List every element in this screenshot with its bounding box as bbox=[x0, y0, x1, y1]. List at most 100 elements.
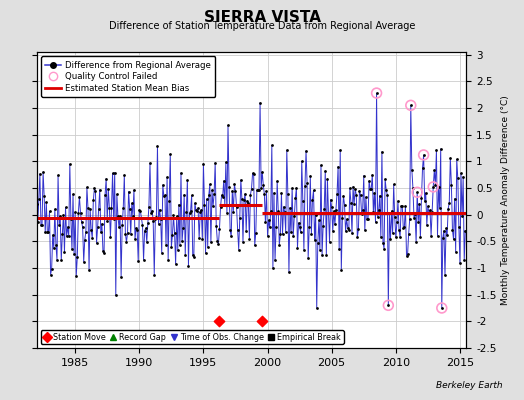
Point bbox=[297, 229, 305, 236]
Point bbox=[61, 204, 70, 210]
Point bbox=[111, 169, 119, 176]
Point bbox=[58, 231, 67, 238]
Point bbox=[250, 242, 259, 249]
Point bbox=[357, 210, 366, 217]
Point bbox=[182, 208, 191, 215]
Point bbox=[253, 187, 261, 193]
Point bbox=[221, 202, 229, 208]
Point bbox=[249, 171, 258, 177]
Point bbox=[68, 246, 76, 253]
Point bbox=[55, 222, 63, 228]
Point bbox=[77, 210, 85, 216]
Point bbox=[424, 203, 432, 210]
Point bbox=[310, 237, 319, 244]
Point bbox=[356, 192, 365, 198]
Point bbox=[213, 237, 222, 244]
Point bbox=[149, 217, 157, 224]
Point bbox=[448, 227, 456, 233]
Point bbox=[88, 235, 96, 242]
Point bbox=[324, 210, 333, 216]
Point bbox=[54, 172, 62, 179]
Point bbox=[160, 193, 168, 200]
Point bbox=[107, 204, 116, 211]
Point bbox=[89, 197, 97, 204]
Point bbox=[423, 222, 431, 228]
Point bbox=[134, 258, 143, 264]
Point bbox=[452, 248, 460, 255]
Point bbox=[120, 172, 128, 178]
Point bbox=[43, 229, 51, 235]
Point bbox=[440, 228, 448, 234]
Point bbox=[125, 206, 134, 212]
Point bbox=[410, 214, 418, 221]
Point bbox=[56, 213, 64, 220]
Point bbox=[94, 206, 103, 212]
Point bbox=[313, 240, 322, 246]
Point bbox=[156, 206, 164, 213]
Point bbox=[375, 207, 383, 214]
Point bbox=[169, 212, 178, 219]
Point bbox=[398, 203, 407, 209]
Point bbox=[445, 200, 453, 206]
Point bbox=[110, 216, 118, 223]
Point bbox=[145, 203, 153, 210]
Point bbox=[405, 231, 413, 237]
Point bbox=[285, 269, 293, 276]
Point bbox=[105, 204, 114, 211]
Point bbox=[308, 197, 316, 203]
Point bbox=[189, 252, 197, 258]
Point bbox=[240, 197, 248, 203]
Point bbox=[87, 226, 95, 233]
Point bbox=[258, 318, 267, 324]
Point bbox=[140, 228, 149, 234]
Point bbox=[235, 246, 243, 253]
Point bbox=[415, 200, 423, 207]
Point bbox=[264, 232, 272, 239]
Point bbox=[412, 239, 420, 246]
Point bbox=[152, 214, 160, 220]
Point bbox=[230, 181, 238, 187]
Point bbox=[184, 262, 193, 269]
Point bbox=[198, 236, 206, 242]
Point bbox=[384, 302, 392, 308]
Point bbox=[459, 174, 467, 180]
Point bbox=[216, 204, 225, 210]
Point bbox=[211, 160, 220, 166]
Point bbox=[191, 200, 199, 206]
Legend: Station Move, Record Gap, Time of Obs. Change, Empirical Break: Station Move, Record Gap, Time of Obs. C… bbox=[41, 330, 344, 344]
Point bbox=[223, 210, 231, 216]
Point bbox=[104, 186, 113, 192]
Point bbox=[129, 212, 137, 219]
Point bbox=[372, 219, 380, 225]
Point bbox=[321, 168, 330, 174]
Point bbox=[244, 200, 253, 206]
Point bbox=[425, 210, 433, 216]
Point bbox=[368, 172, 376, 178]
Point bbox=[64, 233, 73, 239]
Point bbox=[411, 210, 419, 217]
Point bbox=[278, 231, 287, 238]
Point bbox=[165, 198, 173, 204]
Point bbox=[70, 251, 78, 258]
Point bbox=[258, 168, 266, 175]
Text: SIERRA VISTA: SIERRA VISTA bbox=[203, 10, 321, 25]
Point bbox=[190, 254, 198, 260]
Point bbox=[206, 239, 215, 246]
Point bbox=[210, 191, 219, 198]
Point bbox=[49, 232, 57, 238]
Point bbox=[416, 234, 424, 240]
Point bbox=[255, 187, 263, 193]
Point bbox=[347, 199, 355, 206]
Point bbox=[287, 229, 295, 236]
Point bbox=[446, 155, 454, 161]
Point bbox=[330, 208, 338, 214]
Point bbox=[194, 205, 202, 212]
Point bbox=[436, 146, 445, 152]
Point bbox=[442, 225, 450, 232]
Point bbox=[421, 190, 430, 196]
Point bbox=[178, 238, 186, 244]
Text: Berkeley Earth: Berkeley Earth bbox=[436, 381, 503, 390]
Point bbox=[84, 205, 92, 212]
Point bbox=[122, 239, 130, 245]
Point bbox=[293, 245, 302, 252]
